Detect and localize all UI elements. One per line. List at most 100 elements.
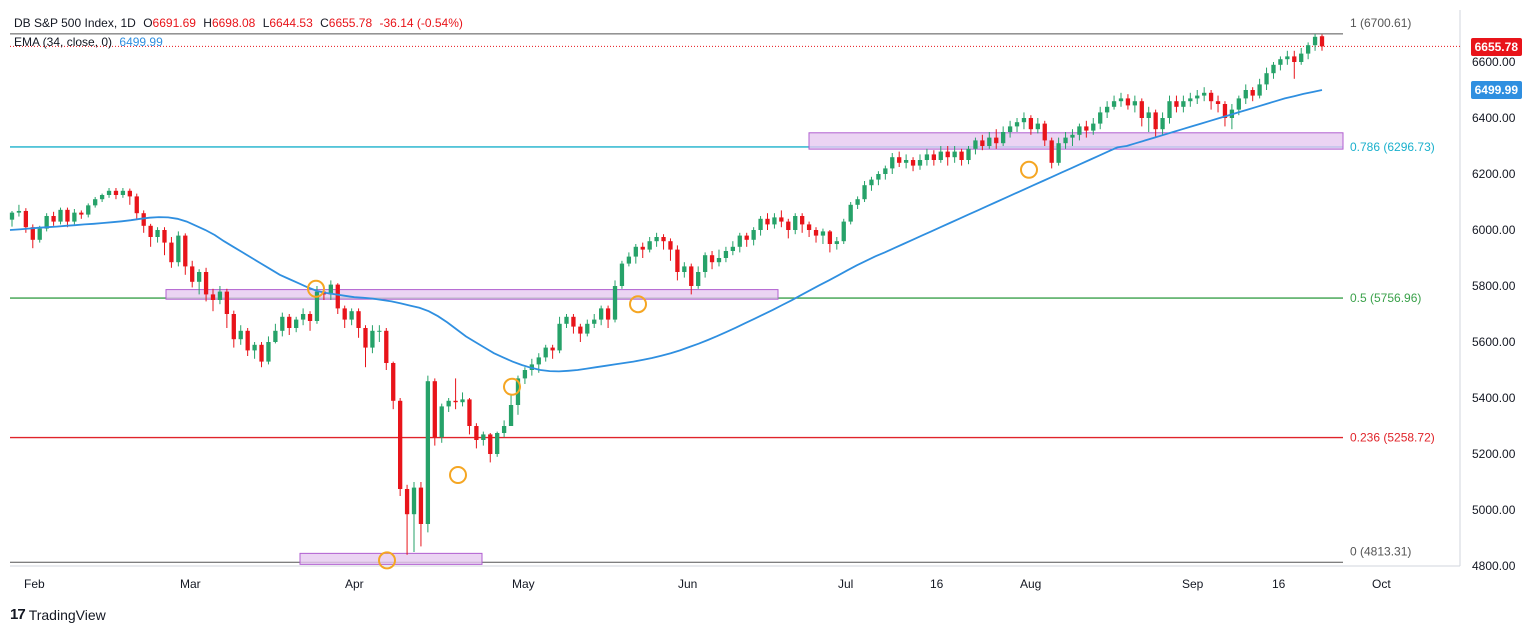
candle: [557, 316, 562, 354]
candle-body: [356, 311, 361, 328]
candle: [1271, 62, 1276, 79]
candle-body: [640, 246, 645, 250]
candle-body: [467, 399, 472, 426]
candle: [1264, 67, 1269, 90]
candle-body: [876, 174, 881, 180]
low-label: L: [262, 16, 270, 30]
candle: [758, 216, 763, 236]
low-value: 6644.53: [269, 16, 313, 30]
candle-body: [751, 230, 756, 240]
candle-body: [1292, 56, 1297, 62]
candle: [65, 207, 70, 228]
candle: [1084, 120, 1089, 138]
pivot-marker: [307, 279, 325, 298]
candle: [862, 181, 867, 202]
candle: [1139, 98, 1144, 127]
candle: [1292, 50, 1297, 79]
candle-body: [411, 487, 417, 515]
candle: [1021, 112, 1027, 130]
candle: [1070, 129, 1075, 146]
candle-body: [855, 199, 860, 205]
candle-body: [44, 216, 49, 229]
y-tick-label: 6600.00: [1472, 55, 1516, 69]
candle-body: [820, 231, 826, 236]
fib-level-label: 1 (6700.61): [1350, 16, 1411, 30]
candle: [820, 228, 826, 244]
candle: [1146, 106, 1151, 132]
candle-body: [599, 308, 604, 320]
candle: [917, 154, 923, 170]
candle: [1049, 137, 1054, 169]
candle: [238, 325, 243, 345]
candle-body: [501, 426, 507, 433]
ema-legend-value: 6499.99: [119, 35, 163, 49]
candle-body: [495, 433, 500, 454]
candle: [723, 246, 729, 263]
candle-body: [1035, 123, 1040, 130]
candle: [1250, 87, 1255, 102]
candle-body: [1118, 98, 1124, 102]
candle-body: [79, 212, 84, 215]
candle: [155, 227, 160, 243]
candle: [994, 129, 999, 149]
candle-body: [1063, 137, 1068, 144]
support-zone: [165, 289, 779, 300]
candle: [501, 420, 507, 438]
candle: [744, 232, 749, 247]
candle-body: [952, 151, 957, 158]
candle-body: [1202, 92, 1207, 96]
candle-body: [30, 227, 35, 240]
candle-body: [266, 342, 271, 362]
candle-body: [522, 370, 528, 379]
candle-body: [1056, 143, 1061, 163]
close-value: 6655.78: [328, 16, 373, 30]
candle: [987, 132, 992, 149]
candle-body: [536, 357, 541, 365]
candle: [93, 196, 98, 208]
candle: [273, 323, 278, 344]
candle-body: [571, 316, 576, 327]
high-value: 6698.08: [211, 16, 256, 30]
y-tick-label: 6400.00: [1472, 111, 1516, 125]
y-tick-label: 5400.00: [1472, 391, 1516, 405]
candle-body: [737, 235, 742, 247]
candle: [224, 288, 230, 328]
candle: [391, 361, 396, 410]
candle: [786, 218, 791, 239]
candle-body: [1188, 98, 1193, 102]
candle-body: [446, 400, 451, 407]
candle: [280, 312, 285, 337]
candle: [605, 305, 611, 328]
y-tick-label: 5800.00: [1472, 279, 1516, 293]
candle: [1007, 120, 1013, 138]
candle-body: [730, 246, 735, 251]
candle-body: [224, 291, 230, 314]
candle: [779, 210, 784, 228]
candle-body: [183, 235, 188, 267]
candle-body: [481, 434, 486, 440]
candle: [1167, 95, 1172, 124]
candle-body: [1285, 56, 1290, 60]
candle: [647, 237, 652, 253]
candle: [58, 207, 63, 225]
x-tick-label: May: [512, 577, 535, 591]
candle-body: [1195, 95, 1200, 99]
candle: [432, 378, 437, 446]
candle: [508, 395, 514, 426]
candle-body: [1312, 36, 1318, 46]
candle-body: [675, 249, 680, 272]
candle: [980, 134, 985, 151]
candle-body: [813, 230, 819, 236]
fib-level-label: 0.236 (5258.72): [1350, 431, 1435, 445]
y-tick-label: 6200.00: [1472, 167, 1516, 181]
candle: [1243, 84, 1248, 104]
candle: [134, 193, 139, 219]
tradingview-logo[interactable]: 17 TradingView: [10, 606, 106, 623]
y-tick-label: 5600.00: [1472, 335, 1516, 349]
x-tick-label: Aug: [1020, 577, 1041, 591]
x-tick-label: Feb: [24, 577, 45, 591]
candle-body: [432, 381, 437, 438]
candle-body: [1222, 104, 1228, 118]
candle-body: [1319, 36, 1325, 47]
